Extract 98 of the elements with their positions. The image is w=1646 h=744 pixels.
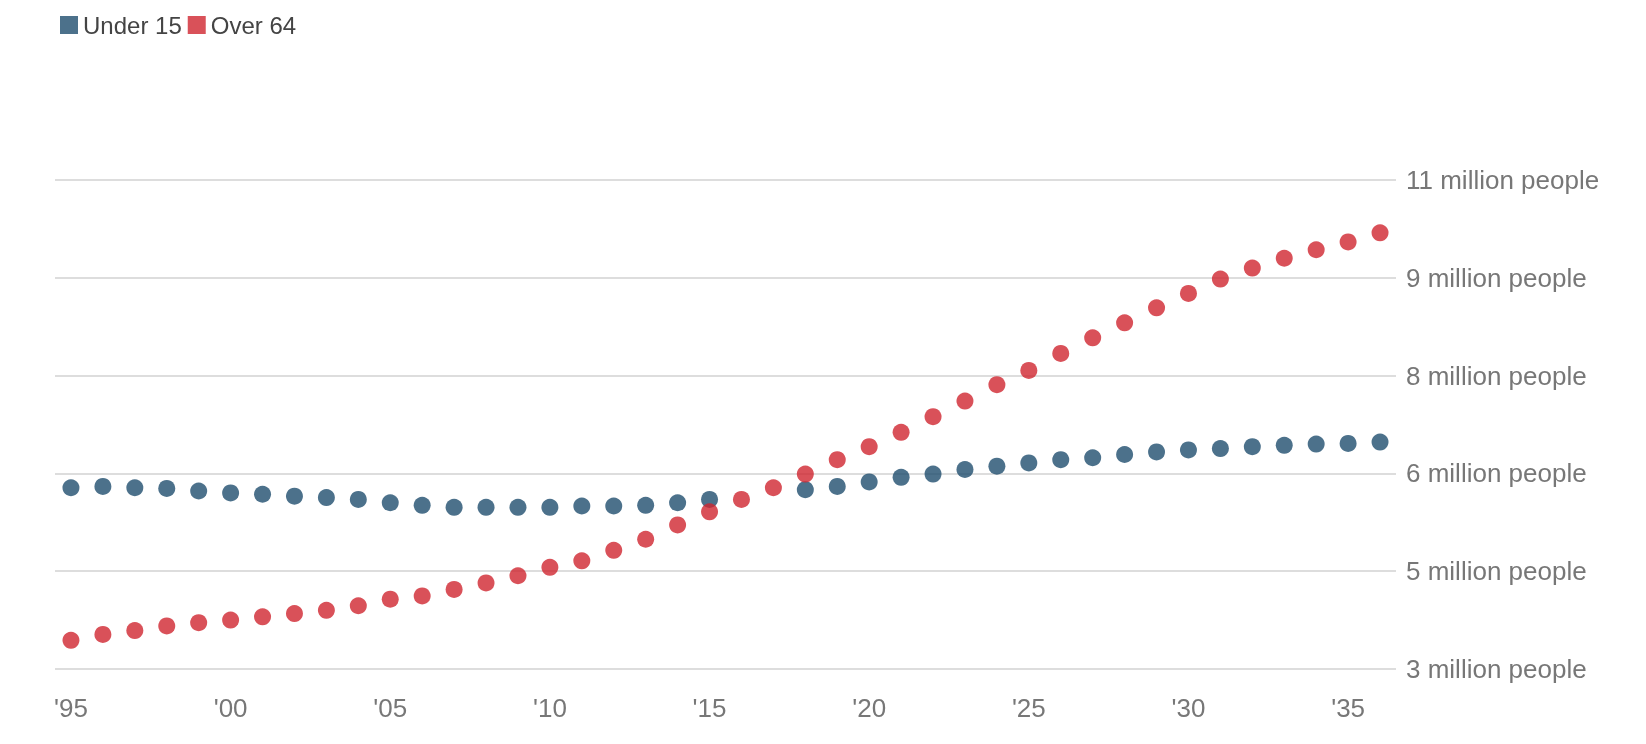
point [1275, 436, 1293, 454]
point [1307, 241, 1325, 259]
point [285, 487, 303, 505]
point [669, 516, 687, 534]
point [924, 465, 942, 483]
point [541, 498, 559, 516]
point [1211, 440, 1229, 458]
x-tick-label: '35 [1331, 693, 1366, 723]
legend-label: Under 15 [83, 11, 182, 39]
point [158, 617, 176, 635]
point [1020, 454, 1038, 472]
point [1084, 329, 1102, 347]
y-tick-label: 8 million people [1406, 360, 1587, 391]
point [1339, 434, 1357, 452]
point [1307, 435, 1325, 453]
point [828, 477, 846, 495]
y-tick-label: 6 million people [1406, 458, 1587, 489]
point [126, 479, 144, 497]
point [317, 601, 335, 619]
y-tick-label: 11 million people [1406, 165, 1600, 195]
point [1243, 438, 1261, 456]
legend-label: Over 64 [210, 11, 297, 39]
point [190, 482, 208, 500]
point [764, 479, 782, 497]
point [637, 530, 655, 548]
point [988, 457, 1006, 475]
point [892, 423, 910, 441]
point [1371, 433, 1389, 451]
point [1052, 344, 1070, 362]
point [413, 496, 431, 514]
point [349, 597, 367, 615]
point [1020, 361, 1038, 379]
point [222, 484, 240, 502]
point [1275, 249, 1293, 267]
point [509, 498, 527, 516]
point [158, 479, 176, 497]
point [1179, 284, 1197, 302]
y-tick-label: 5 million people [1406, 556, 1587, 587]
point [605, 541, 623, 559]
point [796, 465, 814, 483]
point [1148, 299, 1166, 317]
point [1243, 259, 1261, 277]
x-tick-label: '15 [692, 693, 727, 723]
point [477, 574, 495, 592]
point [732, 490, 750, 508]
point [94, 477, 112, 495]
point [381, 494, 399, 512]
point [1339, 233, 1357, 251]
point [1371, 224, 1389, 242]
point [637, 496, 655, 514]
x-tick-label: '10 [532, 693, 567, 723]
point [1116, 446, 1134, 463]
point [349, 490, 367, 508]
point [445, 498, 463, 516]
point [701, 503, 719, 521]
x-tick-label: '25 [1011, 693, 1046, 723]
point [573, 552, 591, 570]
point [126, 622, 144, 640]
point [860, 473, 878, 491]
point [573, 497, 591, 515]
y-tick-label: 9 million people [1406, 262, 1587, 293]
point [669, 494, 687, 512]
x-tick-label: '05 [373, 693, 408, 723]
point [956, 460, 974, 478]
x-tick-label: '00 [213, 693, 248, 723]
x-tick-label: '95 [54, 693, 88, 723]
point [1116, 314, 1134, 332]
point [956, 392, 974, 410]
point [1179, 441, 1197, 459]
y-tick-label: 3 million people [1406, 654, 1587, 684]
point [190, 614, 208, 632]
point [413, 587, 431, 605]
x-tick-label: '20 [852, 693, 887, 723]
point [605, 497, 623, 515]
point [860, 438, 878, 456]
point [317, 489, 335, 507]
point [541, 558, 559, 576]
point [1211, 270, 1229, 288]
point [254, 485, 272, 503]
point [285, 605, 303, 623]
point [892, 468, 910, 486]
x-tick-label: '30 [1171, 693, 1206, 723]
point [222, 611, 240, 629]
point [477, 498, 495, 516]
point [254, 608, 272, 626]
point [1084, 449, 1102, 467]
point [796, 481, 814, 499]
point [381, 590, 399, 608]
point [94, 625, 112, 643]
point [828, 451, 846, 469]
point [509, 567, 527, 585]
point [445, 580, 463, 598]
point [62, 479, 80, 497]
point [988, 376, 1006, 394]
point [62, 631, 80, 649]
point [1148, 443, 1166, 461]
point [1052, 451, 1070, 469]
point [924, 408, 942, 426]
